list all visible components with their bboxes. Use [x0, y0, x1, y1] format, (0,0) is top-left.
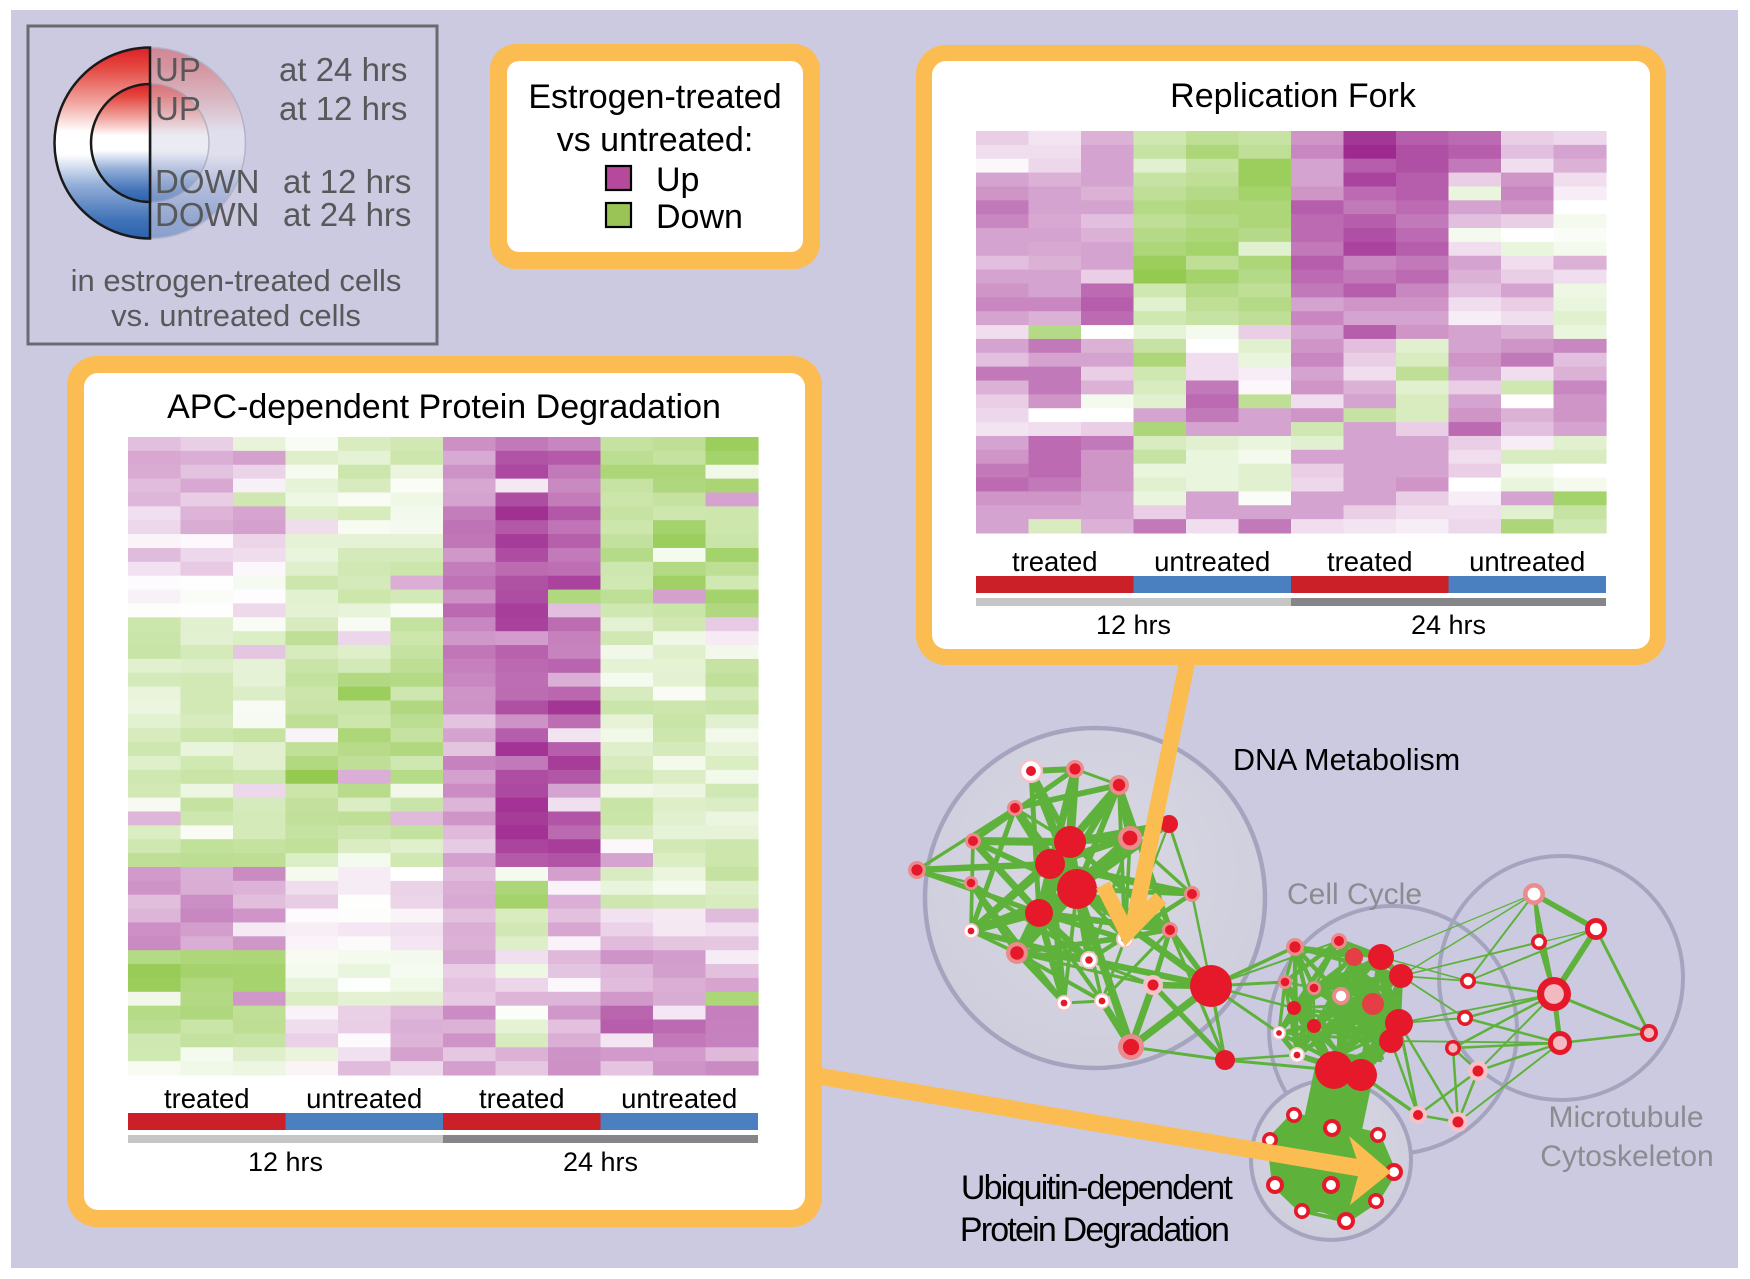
- svg-text:UP: UP: [155, 90, 201, 127]
- svg-text:Down: Down: [656, 198, 743, 236]
- svg-text:Up: Up: [656, 161, 699, 199]
- svg-text:untreated: untreated: [1469, 546, 1585, 577]
- svg-text:24 hrs: 24 hrs: [1411, 610, 1486, 640]
- svg-text:treated: treated: [164, 1083, 250, 1114]
- svg-text:at 24 hrs: at 24 hrs: [279, 51, 407, 88]
- svg-text:vs. untreated cells: vs. untreated cells: [111, 298, 361, 333]
- svg-text:Ubiquitin-dependent: Ubiquitin-dependent: [961, 1169, 1233, 1207]
- svg-text:24 hrs: 24 hrs: [563, 1147, 638, 1177]
- svg-text:untreated: untreated: [1154, 546, 1270, 577]
- svg-text:Microtubule: Microtubule: [1548, 1101, 1703, 1134]
- svg-text:APC-dependent Protein Degradat: APC-dependent Protein Degradation: [167, 388, 721, 426]
- svg-text:Estrogen-treated: Estrogen-treated: [528, 78, 781, 116]
- svg-text:12 hrs: 12 hrs: [248, 1147, 323, 1177]
- svg-text:untreated: untreated: [306, 1083, 422, 1114]
- svg-text:Protein Degradation: Protein Degradation: [960, 1211, 1228, 1249]
- svg-text:in estrogen-treated cells: in estrogen-treated cells: [71, 263, 402, 298]
- svg-text:12 hrs: 12 hrs: [1096, 610, 1171, 640]
- svg-text:vs untreated:: vs untreated:: [557, 121, 754, 159]
- svg-text:treated: treated: [1012, 546, 1098, 577]
- svg-text:DOWN: DOWN: [155, 196, 259, 233]
- svg-text:DOWN: DOWN: [155, 163, 259, 200]
- svg-text:Cell Cycle: Cell Cycle: [1287, 878, 1422, 911]
- svg-text:at 12 hrs: at 12 hrs: [279, 90, 407, 127]
- svg-text:Cytoskeleton: Cytoskeleton: [1540, 1140, 1713, 1173]
- svg-text:UP: UP: [155, 51, 201, 88]
- svg-text:DNA Metabolism: DNA Metabolism: [1233, 743, 1460, 777]
- svg-text:at 12 hrs: at 12 hrs: [283, 163, 411, 200]
- svg-text:at 24 hrs: at 24 hrs: [283, 196, 411, 233]
- svg-text:treated: treated: [1327, 546, 1413, 577]
- svg-text:Replication Fork: Replication Fork: [1170, 77, 1417, 115]
- svg-text:treated: treated: [479, 1083, 565, 1114]
- svg-text:untreated: untreated: [621, 1083, 737, 1114]
